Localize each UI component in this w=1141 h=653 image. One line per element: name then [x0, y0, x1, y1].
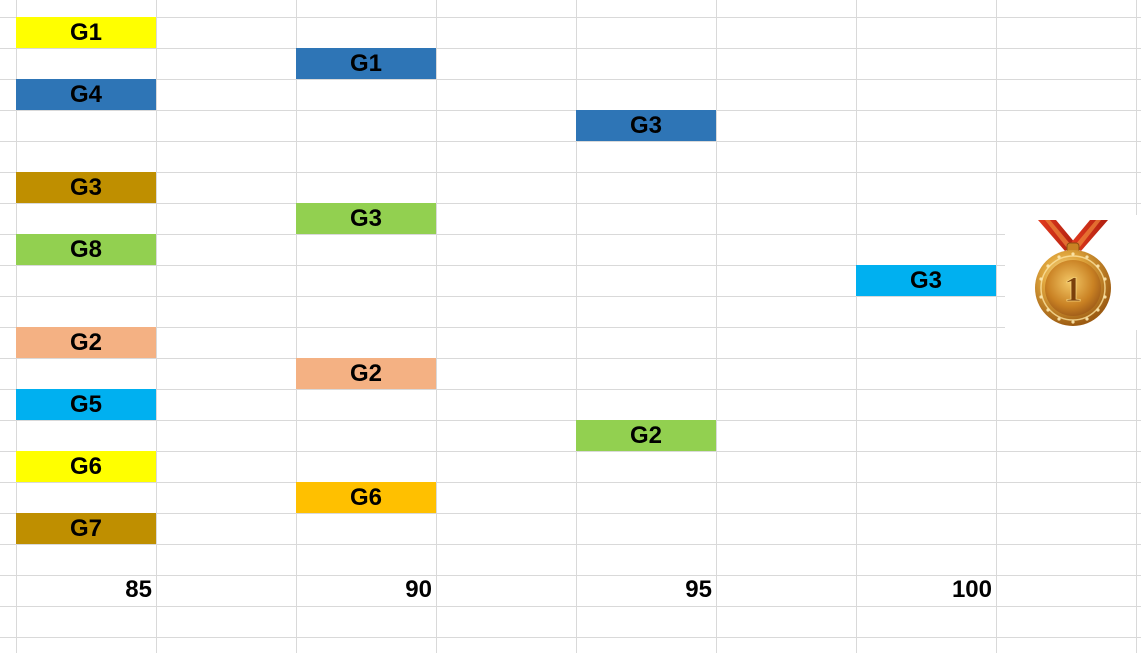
g3-cell-85[interactable]: G3 [16, 172, 156, 203]
medal-number: 1 [1064, 269, 1082, 309]
g6-cell-90[interactable]: G6 [296, 482, 436, 513]
g8-cell-85[interactable]: G8 [16, 234, 156, 265]
g2-cell-90[interactable]: G2 [296, 358, 436, 389]
g3-cell-100[interactable]: G3 [856, 265, 996, 296]
g2-cell-95[interactable]: G2 [576, 420, 716, 451]
g3-cell-95[interactable]: G3 [576, 110, 716, 141]
g7-cell-85[interactable]: G7 [16, 513, 156, 544]
g4-cell-85[interactable]: G4 [16, 79, 156, 110]
medal-graphic: 1 [1005, 215, 1141, 330]
g5-cell-85[interactable]: G5 [16, 389, 156, 420]
score-label-90[interactable]: 90 [405, 576, 432, 603]
g2-cell-85[interactable]: G2 [16, 327, 156, 358]
score-label-100[interactable]: 100 [951, 576, 992, 603]
g6-cell-85[interactable]: G6 [16, 451, 156, 482]
score-label-85[interactable]: 85 [125, 576, 152, 603]
g1-cell-85[interactable]: G1 [16, 17, 156, 48]
score-label-95[interactable]: 95 [685, 576, 712, 603]
gold-medal-icon[interactable]: 1 [1005, 215, 1141, 330]
g1-cell-90[interactable]: G1 [296, 48, 436, 79]
g3-cell-90[interactable]: G3 [296, 203, 436, 234]
